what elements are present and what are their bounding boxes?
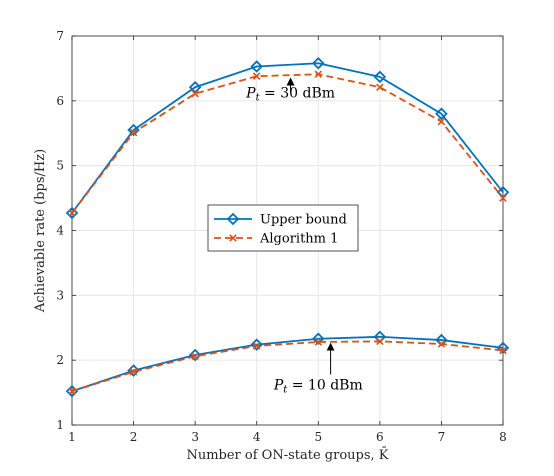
- data-point-diamond: [188, 80, 202, 94]
- data-point-x: [314, 338, 323, 346]
- data-point-x: [129, 128, 138, 137]
- annotation-subscript: t: [283, 384, 288, 395]
- annotation-value: = 10 dBm: [287, 377, 362, 393]
- data-point-x: [68, 209, 76, 217]
- annotation-text: Pt = 30 dBm: [245, 86, 335, 104]
- data-point-x: [68, 387, 76, 396]
- legend-box: [207, 204, 359, 252]
- x-axis-label: Number of ON-state groups, K̄: [186, 447, 388, 463]
- legend-label: Upper bound: [260, 213, 347, 228]
- annotation-text: Pt = 10 dBm: [273, 377, 363, 395]
- y-tick-label: 2: [56, 353, 64, 367]
- x-tick-label: 1: [68, 430, 76, 444]
- data-point-x: [191, 352, 199, 361]
- legend-label: Algorithm 1: [259, 232, 338, 247]
- annotation-variable: P: [273, 377, 284, 393]
- x-tick-label: 7: [438, 430, 446, 444]
- y-axis-label: Achievable rate (bps/Hz): [33, 149, 48, 313]
- series-line: [71, 340, 504, 393]
- x-tick-label: 2: [130, 430, 138, 444]
- data-point-x: [499, 194, 507, 202]
- data-point-x: [252, 72, 261, 80]
- y-tick-label: 5: [56, 159, 64, 173]
- annotation: Pt = 10 dBm: [273, 342, 363, 395]
- data-point-diamond: [226, 212, 240, 226]
- data-point-x: [129, 368, 138, 376]
- legend-entry: Upper bound: [214, 213, 347, 228]
- annotation-value: = 30 dBm: [260, 86, 335, 102]
- annotation-variable: P: [245, 86, 256, 102]
- data-point-x: [499, 346, 507, 355]
- data-point-x: [437, 340, 446, 348]
- data-point-diamond: [127, 123, 140, 137]
- data-point-x: [376, 337, 384, 346]
- legend: Upper bound Algorithm 1: [207, 204, 359, 252]
- series-line: [71, 62, 504, 214]
- x-tick-label: 6: [376, 430, 384, 444]
- y-tick-label: 3: [56, 288, 64, 302]
- data-point-diamond: [312, 332, 325, 346]
- y-tick-label: 4: [56, 224, 64, 238]
- annotation-subscript: t: [256, 93, 261, 104]
- series-algorithm-1: [68, 70, 507, 217]
- data-point-diamond: [250, 60, 263, 73]
- data-point-diamond: [312, 56, 325, 70]
- x-tick-label: 5: [314, 430, 322, 444]
- data-point-x: [376, 83, 384, 91]
- axis-ticks: 1 2 3 4 5 6 7 8 1 2 3 4 5 6 7: [56, 29, 506, 444]
- data-point-diamond: [65, 206, 79, 220]
- y-tick-label: 7: [56, 29, 64, 43]
- series-algorithm-1: [68, 337, 507, 396]
- data-point-diamond: [435, 107, 448, 121]
- x-tick-label: 4: [253, 430, 261, 444]
- series-line: [71, 335, 504, 393]
- data-point-x: [437, 117, 446, 126]
- data-point-x: [229, 234, 237, 242]
- data-point-x: [252, 342, 261, 350]
- y-tick-label: 1: [56, 418, 64, 432]
- data-point-x: [314, 70, 323, 79]
- annotation: Pt = 30 dBm: [245, 77, 335, 104]
- data-point-diamond: [373, 70, 387, 84]
- data-point-x: [191, 89, 199, 98]
- x-tick-label: 3: [191, 430, 199, 444]
- data-point-diamond: [496, 341, 510, 355]
- y-tick-label: 6: [56, 94, 64, 108]
- x-tick-label: 8: [499, 430, 507, 444]
- series-layer: [65, 56, 510, 398]
- legend-entry: Algorithm 1: [214, 232, 338, 247]
- series-line: [71, 73, 504, 214]
